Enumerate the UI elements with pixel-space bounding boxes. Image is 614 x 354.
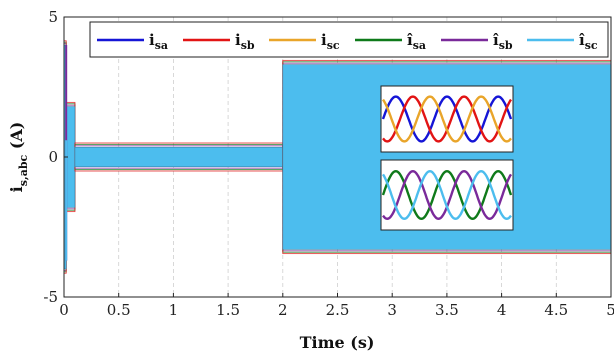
- y-axis-title-unit: (A): [7, 122, 26, 155]
- x-tick-label: 0.5: [107, 301, 131, 319]
- legend-label-main: i: [321, 31, 327, 49]
- y-tick-label: 5: [48, 8, 58, 26]
- legend-label-main: î: [579, 31, 585, 49]
- y-tick-label: 0: [48, 148, 58, 166]
- axis-ticks: 0 0.5 1 1.5 2 2.5 3 3.5 4 4.5 5-505: [43, 8, 614, 319]
- legend-box: [89, 21, 609, 58]
- legend-label-subscript: sc: [585, 39, 598, 52]
- x-tick-label: 1: [169, 301, 179, 319]
- x-tick-label: 2: [278, 301, 288, 319]
- x-tick-label: 5: [606, 301, 614, 319]
- x-axis-title: Time (s): [300, 333, 375, 352]
- x-tick-label: 4: [497, 301, 507, 319]
- y-tick-label: -5: [43, 288, 58, 306]
- legend-label-main: î: [407, 31, 413, 49]
- legend-label-î_sa: îsa: [407, 31, 426, 52]
- inset-curve-î_sc: [381, 169, 512, 221]
- y-axis-title: is,abc (A): [7, 122, 30, 193]
- legend-label-î_sb: îsb: [493, 31, 513, 52]
- legend-label-main: î: [493, 31, 499, 49]
- legend-label-î_sc: îsc: [579, 31, 598, 52]
- legend-label-i_sa: isa: [149, 31, 168, 52]
- legend-label-main: i: [235, 31, 241, 49]
- legend-label-i_sb: isb: [235, 31, 255, 52]
- legend-label-subscript: sa: [155, 39, 168, 52]
- legend-label-subscript: sa: [413, 39, 426, 52]
- x-tick-label: 0: [59, 301, 69, 319]
- y-axis-title-subscript: s,abc: [17, 154, 30, 186]
- legend-label-subscript: sb: [499, 39, 513, 52]
- y-axis-title-main: i: [7, 186, 26, 192]
- waveform-band-2: [74, 146, 284, 168]
- inset-curve-i_sc: [382, 95, 512, 143]
- legend-label-main: i: [149, 31, 155, 49]
- x-tick-label: 2.5: [326, 301, 350, 319]
- x-tick-label: 1.5: [216, 301, 240, 319]
- legend: isa isb isc îsa îsb îsc: [89, 21, 609, 58]
- legend-label-subscript: sb: [241, 39, 255, 52]
- inset-estimated-vs-measured-bottom: [380, 159, 514, 231]
- x-tick-label: 3: [387, 301, 397, 319]
- legend-label-i_sc: isc: [321, 31, 340, 52]
- legend-label-subscript: sc: [327, 39, 340, 52]
- x-tick-label: 4.5: [544, 301, 568, 319]
- inset-estimated-vs-measured-top: [380, 85, 514, 153]
- x-tick-label: 3.5: [435, 301, 459, 319]
